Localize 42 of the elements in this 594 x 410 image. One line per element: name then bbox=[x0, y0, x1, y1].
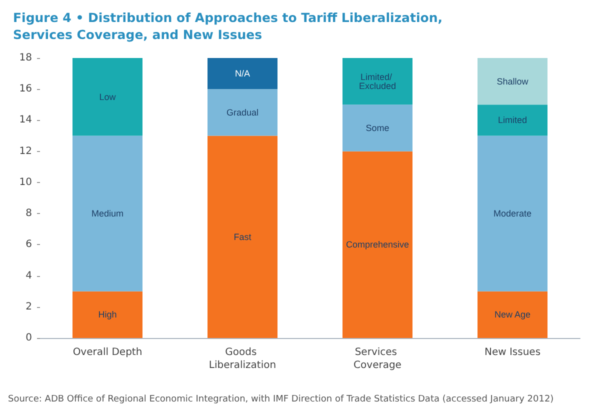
y-tick-label: 16 bbox=[19, 84, 32, 95]
y-tick-label: 12 bbox=[19, 146, 32, 157]
y-tick-label: 4 bbox=[26, 270, 32, 282]
bar bbox=[72, 136, 142, 292]
data-label: Limited bbox=[498, 115, 528, 126]
bar bbox=[208, 136, 278, 338]
bar bbox=[208, 58, 278, 90]
data-label: New Age bbox=[494, 310, 531, 320]
x-tick-label: Overall Depth bbox=[72, 347, 142, 358]
y-tick-label: 8 bbox=[26, 208, 32, 220]
data-label: Low bbox=[99, 92, 116, 102]
bar bbox=[342, 58, 412, 105]
chart-title: Figure 4 • Distribution of Approaches to Tariff Liberalization, Services Coverage, and New Issues bbox=[13, 10, 447, 42]
data-label: N/A bbox=[234, 68, 250, 79]
data-label: Limited/ Excluded bbox=[358, 72, 396, 91]
y-tick-label: 18 bbox=[19, 52, 32, 64]
data-label: High bbox=[98, 310, 117, 320]
bar bbox=[478, 291, 548, 338]
source-note: Source: ADB Office of Regional Economic Integration, with IMF Direction of Trade Statistics Data (accessed January 2012) bbox=[8, 394, 554, 404]
y-tick-label: 6 bbox=[26, 239, 32, 250]
bar bbox=[342, 104, 412, 152]
bar bbox=[72, 291, 142, 338]
y-tick-label: 0 bbox=[26, 332, 32, 344]
bar bbox=[478, 136, 548, 292]
data-label: Fast bbox=[234, 232, 252, 242]
data-label: Medium bbox=[91, 208, 124, 219]
y-tick-label: 10 bbox=[19, 176, 32, 188]
y-tick-label: 14 bbox=[19, 114, 32, 126]
y-tick-label: 2 bbox=[26, 301, 32, 312]
bar bbox=[208, 89, 278, 136]
x-tick-label: Services Coverage bbox=[354, 347, 402, 371]
x-tick-label: Goods Liberalization bbox=[208, 347, 276, 371]
bar bbox=[478, 58, 548, 105]
x-tick-label: New Issues bbox=[484, 347, 541, 358]
data-label: Some bbox=[366, 123, 390, 133]
bar bbox=[342, 151, 412, 338]
data-label: Comprehensive bbox=[346, 240, 410, 250]
bar bbox=[72, 58, 142, 136]
data-label: Gradual bbox=[226, 107, 259, 118]
data-label: Shallow bbox=[496, 76, 529, 86]
data-label: Moderate bbox=[493, 208, 532, 219]
bar bbox=[478, 104, 548, 136]
